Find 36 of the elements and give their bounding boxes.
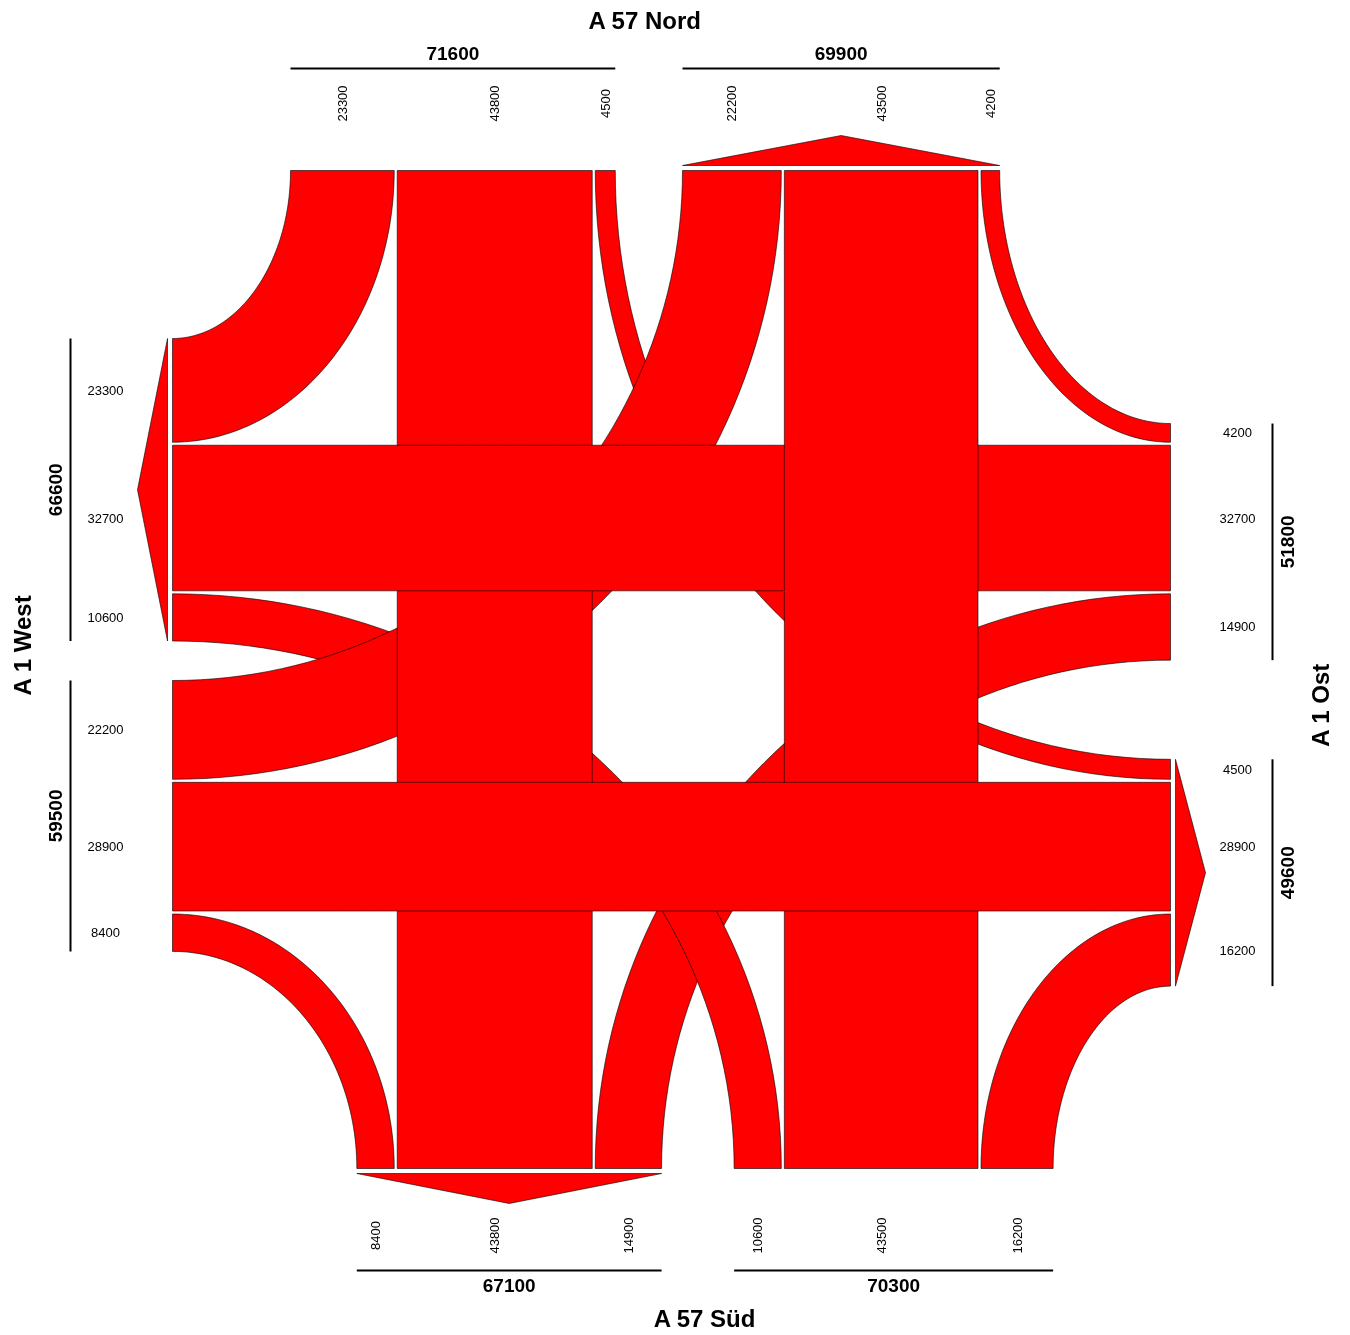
data-label: 10600	[87, 609, 124, 625]
data-label: 32700	[87, 510, 124, 526]
data-label: 22200	[724, 85, 740, 122]
data-label: 16200	[1009, 1217, 1025, 1254]
data-label: 22200	[87, 722, 124, 738]
text: 70300	[867, 1275, 921, 1296]
text: 69900	[814, 43, 868, 64]
data-label: 4500	[1223, 761, 1252, 777]
data-label: 10600	[750, 1217, 766, 1254]
data-label: 14900	[1219, 619, 1256, 635]
data-label: 4200	[1223, 425, 1252, 441]
category-label: A 1 Ost	[1307, 663, 1334, 747]
data-label: 4200	[982, 89, 998, 118]
text: 71600	[426, 43, 480, 64]
data-label: 43500	[873, 1217, 889, 1254]
category-label: A 1 West	[9, 595, 36, 696]
text: 59500	[45, 789, 66, 843]
data-label: 8400	[91, 925, 120, 941]
data-label: 43500	[873, 85, 889, 122]
data-label: 43800	[487, 85, 503, 122]
data-label: 16200	[1219, 942, 1256, 958]
data-label: 28900	[87, 839, 124, 855]
data-label: 43800	[487, 1217, 503, 1254]
text: 66600	[45, 463, 66, 517]
data-label: 8400	[368, 1221, 384, 1250]
data-label: 32700	[1219, 510, 1256, 526]
data-label: 14900	[620, 1217, 636, 1254]
category-label: A 57 Nord	[588, 7, 701, 34]
text: 49600	[1277, 846, 1298, 900]
data-label: 23300	[87, 382, 124, 398]
data-label: 23300	[334, 85, 350, 122]
category-label: A 57 Süd	[653, 1305, 756, 1332]
text: 51800	[1277, 515, 1298, 569]
text: 67100	[482, 1275, 536, 1296]
data-label: 4500	[597, 89, 613, 118]
data-label: 28900	[1219, 839, 1256, 855]
